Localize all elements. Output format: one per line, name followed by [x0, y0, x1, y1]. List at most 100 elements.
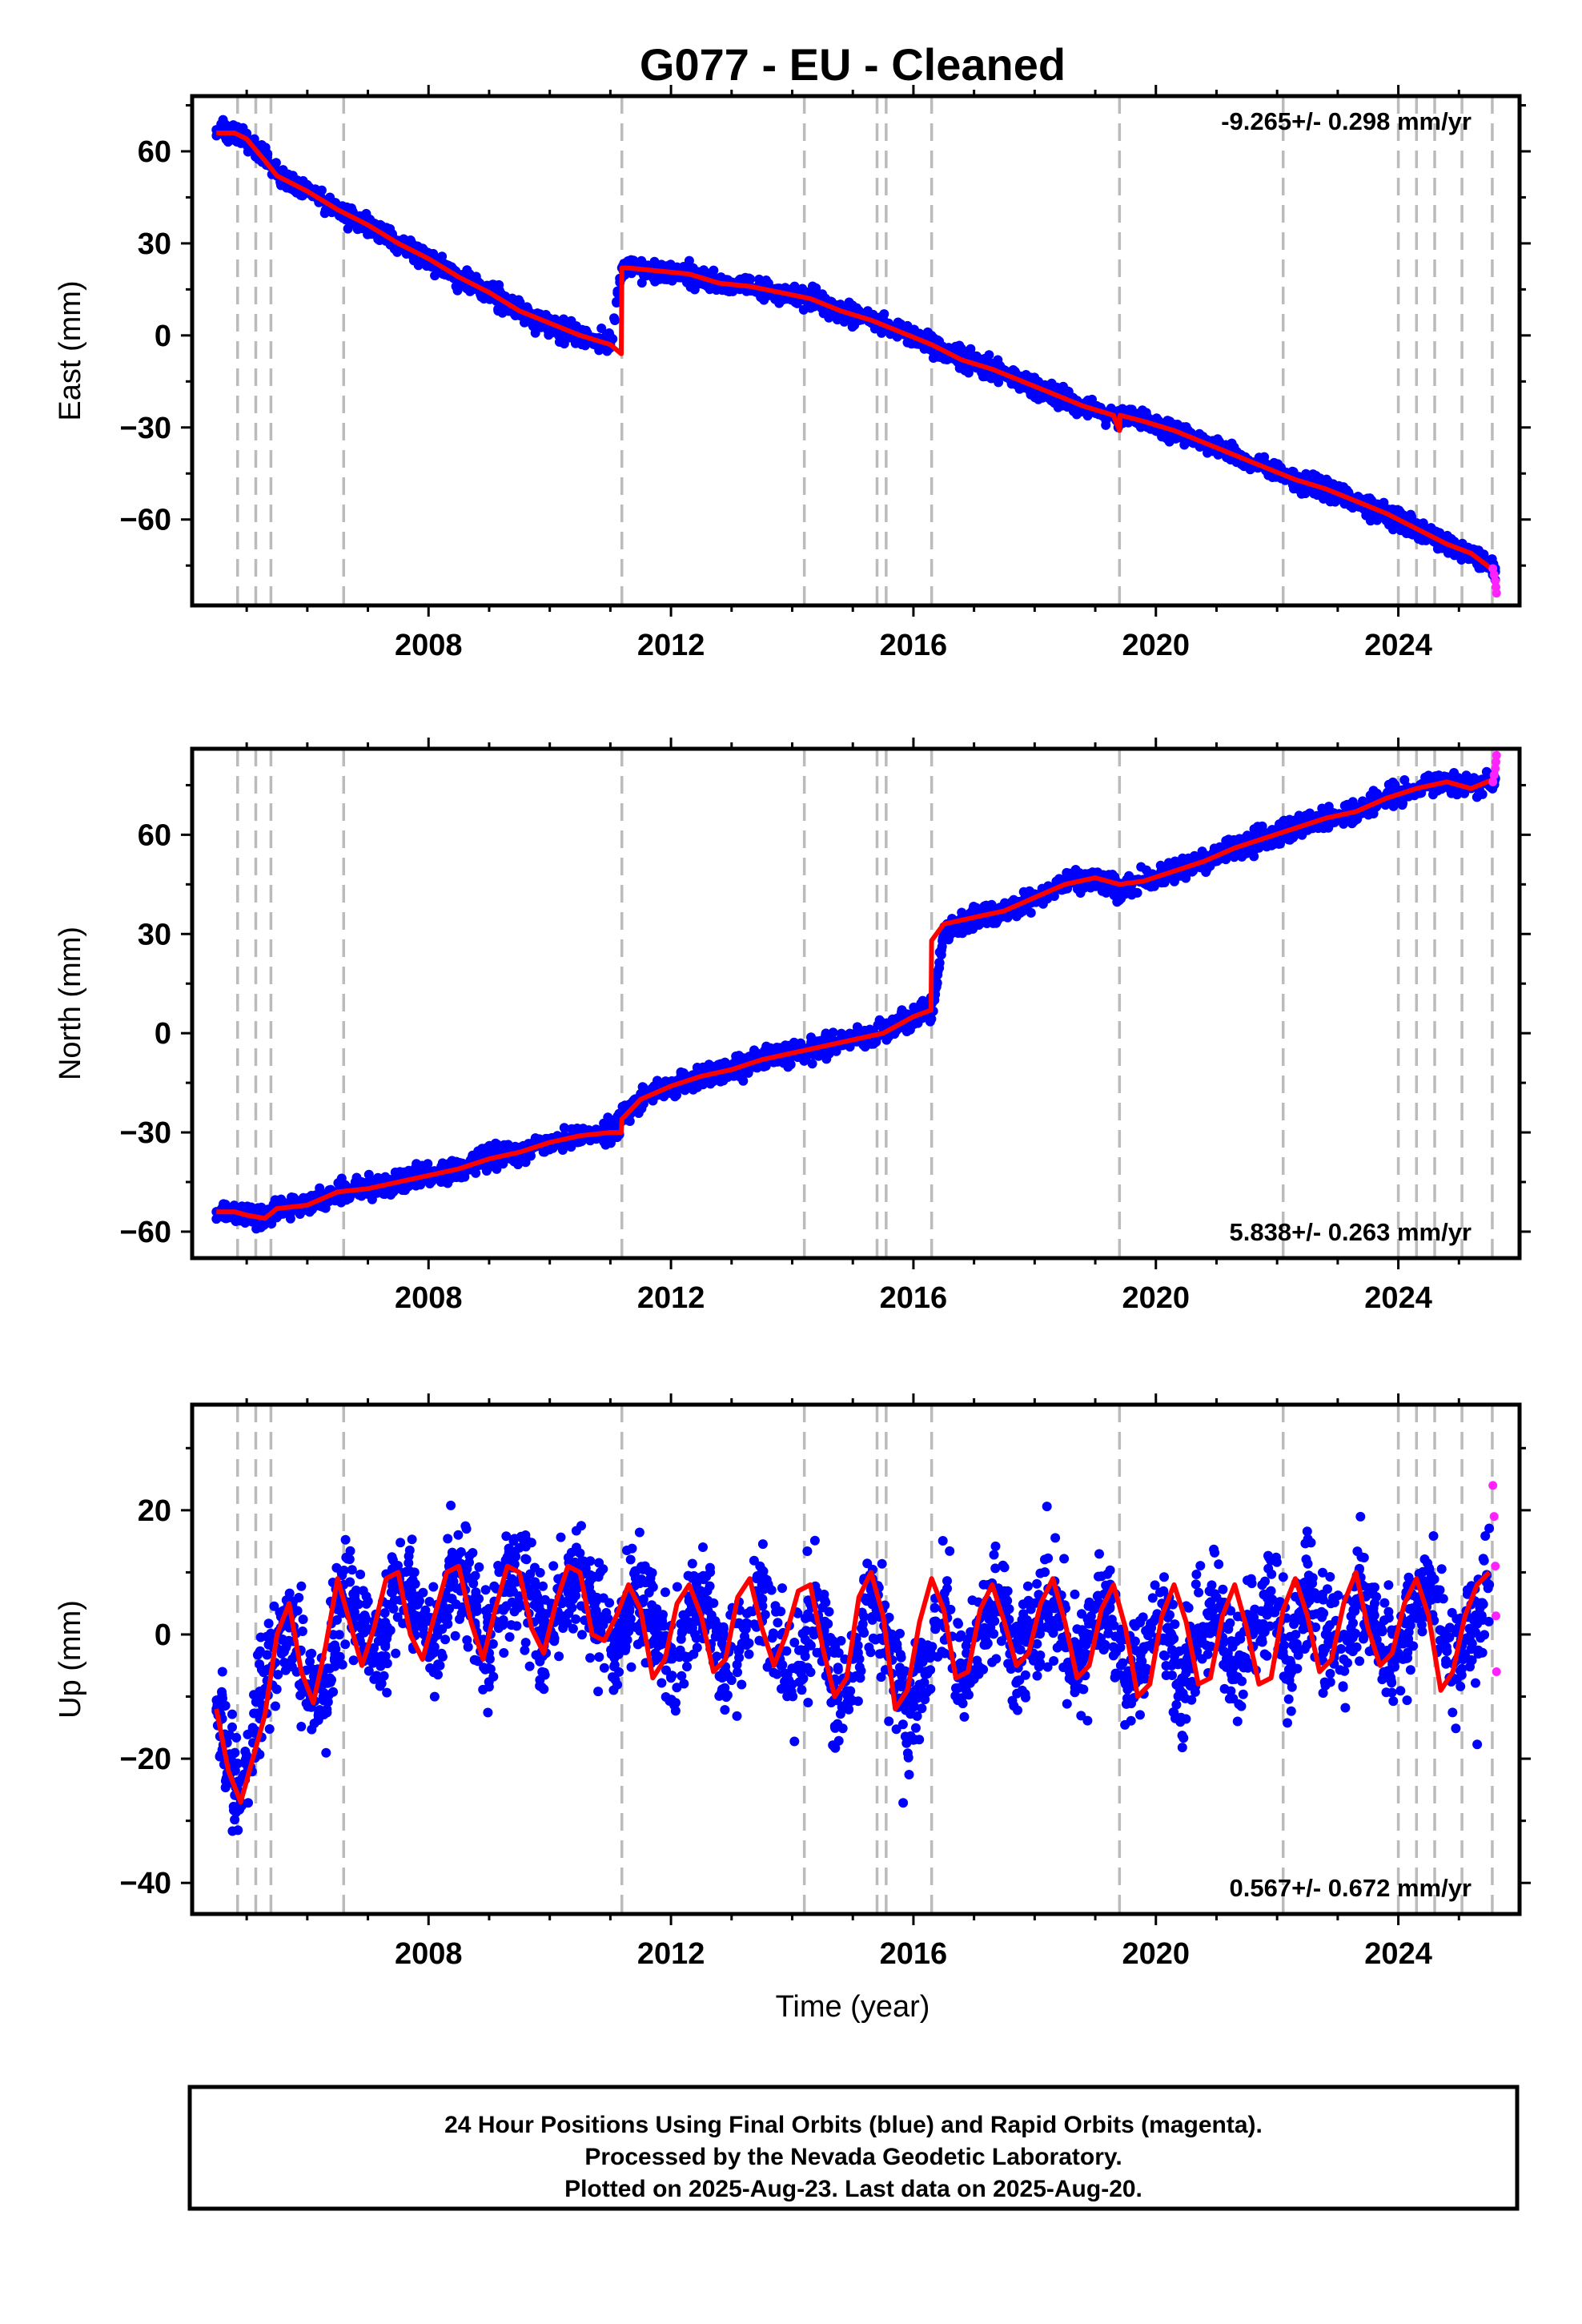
east-final-orbit-point: [1227, 438, 1237, 448]
north-final-orbit-point: [400, 1185, 410, 1196]
north-final-orbit-point: [1010, 908, 1020, 919]
north-final-orbit-point: [509, 1156, 520, 1167]
east-final-orbit-point: [576, 340, 587, 350]
east-final-orbit-point: [966, 349, 977, 360]
east-final-orbit-point: [494, 279, 504, 290]
east-x-ticks: [245, 85, 1460, 617]
north-final-orbit-point: [572, 1124, 582, 1133]
north-final-orbit-point: [1254, 842, 1264, 853]
north-final-orbit-point: [852, 1022, 862, 1032]
east-final-orbit-point: [566, 316, 576, 326]
east-final-orbit-point: [559, 339, 569, 349]
north-final-orbit-point: [492, 1140, 503, 1150]
north-final-orbit-point: [1132, 887, 1142, 898]
east-final-orbit-point: [1239, 461, 1249, 472]
east-y-tick-label: 60: [138, 135, 171, 169]
north-final-orbit-point: [1420, 772, 1431, 782]
east-final-orbit-point: [1181, 422, 1191, 432]
north-final-orbit-point: [795, 1038, 805, 1048]
east-plot-area: [211, 96, 1500, 605]
north-final-orbit-point: [881, 1018, 892, 1028]
north-final-orbit-point: [1223, 834, 1234, 845]
north-final-orbit-point: [957, 907, 967, 918]
north-final-orbit-point: [905, 1024, 915, 1035]
east-final-orbit-point: [705, 284, 715, 295]
north-final-orbit-point: [1268, 839, 1279, 850]
north-final-orbit-point: [916, 999, 926, 1008]
east-final-orbit-point: [678, 262, 689, 271]
chart-title: G077 - EU - Cleaned: [640, 39, 1066, 90]
east-final-orbit-point: [636, 278, 647, 288]
north-final-orbit-point: [931, 982, 942, 992]
east-final-orbit-point: [278, 165, 288, 175]
east-final-orbit-point: [612, 296, 622, 307]
east-final-orbit-point: [893, 317, 903, 328]
east-final-orbit-point: [626, 255, 636, 265]
north-final-orbit-point: [1488, 783, 1498, 794]
east-final-orbit-point: [596, 324, 607, 333]
north-final-orbit-point: [237, 1201, 247, 1212]
east-final-orbit-point: [220, 119, 231, 130]
north-final-orbit-point: [1235, 834, 1245, 844]
east-final-orbit-point: [1166, 433, 1176, 444]
north-final-orbit-point: [1352, 814, 1363, 824]
east-final-orbit-point: [493, 304, 504, 315]
east-final-orbit-point: [343, 223, 353, 234]
east-final-orbit-point: [702, 268, 712, 278]
north-final-orbit-point: [267, 1219, 277, 1228]
north-final-orbit-point: [1184, 855, 1195, 866]
east-x-tick-label: 2016: [880, 629, 948, 662]
north-final-orbit-point: [440, 1177, 451, 1187]
east-final-orbit-point: [906, 339, 917, 349]
east-final-orbit-point: [1085, 396, 1095, 407]
east-final-orbit-point: [1296, 489, 1307, 499]
north-final-orbit-point: [336, 1173, 347, 1184]
east-final-orbit-point: [978, 372, 988, 382]
north-final-orbit-point: [1473, 790, 1484, 800]
east-final-orbit-point: [790, 297, 801, 308]
east-final-orbit-point: [347, 203, 356, 213]
north-final-orbit-point: [969, 902, 979, 911]
north-final-orbit-point: [477, 1144, 488, 1154]
east-final-orbit-point: [544, 330, 554, 340]
east-final-orbit-point: [667, 275, 677, 286]
east-final-orbit-point: [1365, 493, 1375, 504]
east-final-orbit-point: [1267, 472, 1278, 482]
east-final-orbit-point: [405, 235, 416, 245]
north-final-orbit-point: [1114, 895, 1124, 906]
north-final-orbit-point: [807, 1059, 817, 1069]
north-final-orbit-point: [624, 1116, 635, 1126]
east-model-line: [216, 131, 1497, 574]
east-final-orbit-point: [256, 140, 267, 150]
north-final-orbit-point: [693, 1080, 703, 1090]
north-plot-area: [211, 749, 1500, 1258]
north-final-orbit-point: [1136, 862, 1146, 872]
north-final-orbit-point: [934, 963, 945, 973]
east-final-orbit-point: [808, 281, 817, 292]
east-final-orbit-point: [774, 298, 785, 308]
north-final-orbit-point: [857, 1039, 868, 1049]
north-final-orbit-point: [380, 1172, 391, 1182]
north-final-orbit-point: [978, 917, 989, 927]
east-rapid-orbit-point: [1492, 589, 1501, 598]
north-final-orbit-point: [559, 1123, 569, 1133]
east-y-tick-label: 0: [155, 320, 171, 353]
north-final-orbit-point: [603, 1112, 613, 1123]
north-final-orbit-point: [1249, 851, 1259, 862]
east-final-orbit-point: [1407, 512, 1417, 522]
east-final-orbit-point: [849, 320, 860, 330]
north-final-orbit-point: [1323, 802, 1334, 812]
east-final-orbit-point: [243, 147, 253, 157]
north-final-orbit-point: [444, 1158, 455, 1168]
east-final-orbit-point: [1395, 525, 1406, 536]
east-final-orbit-point: [1329, 494, 1339, 505]
east-final-orbit-point: [725, 285, 735, 295]
east-final-orbit-point: [530, 328, 540, 338]
east-final-orbit-point: [754, 274, 765, 284]
east-x-tick-label: 2024: [1364, 629, 1432, 662]
east-x-tick-label: 2012: [637, 629, 705, 662]
east-y-tick-label: 30: [138, 227, 171, 261]
north-final-orbit-point: [498, 1159, 508, 1169]
